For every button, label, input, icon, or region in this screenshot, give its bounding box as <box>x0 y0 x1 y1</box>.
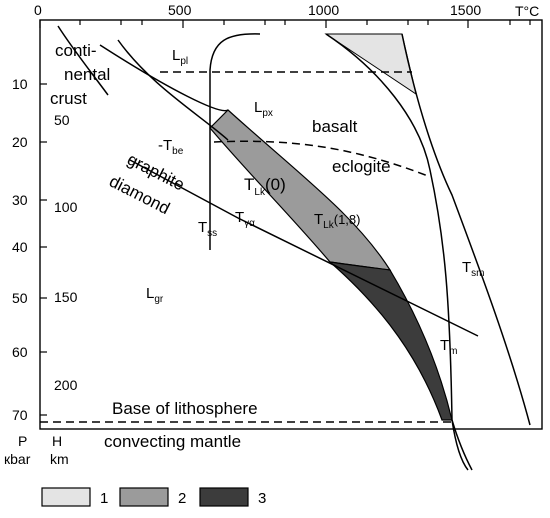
region-2-medium <box>209 109 392 271</box>
legend-label-1: 1 <box>100 490 108 507</box>
tick-0: 0 <box>34 2 42 18</box>
tick-1500: 1500 <box>450 2 481 18</box>
legend-label-2: 2 <box>178 490 186 507</box>
label-crust-3: crust <box>50 89 87 108</box>
h-tick-50: 50 <box>54 112 70 128</box>
p-label: P <box>18 433 27 449</box>
legend-swatch-1 <box>41 487 91 507</box>
label-crust-2: nental <box>64 65 110 84</box>
tick-1000: 1000 <box>308 2 339 18</box>
h-label: H <box>52 433 62 449</box>
symbol-l-pl: Lpl <box>172 47 188 67</box>
symbol-t-ya: Tγα <box>235 209 255 229</box>
phase-curves <box>57 25 531 471</box>
p-tick-60: 60 <box>12 344 28 360</box>
curve-eclogite-solid <box>117 39 229 141</box>
label-base-lithosphere: Base of lithosphere <box>112 399 258 418</box>
dashed-lines <box>40 71 452 423</box>
h-tick-150: 150 <box>54 289 78 305</box>
symbol-t-lk-18: TLk(1,8) <box>314 211 360 231</box>
symbol-t-m: Tm <box>440 337 458 357</box>
curve-l-pl <box>209 33 261 250</box>
region-3-dark <box>328 261 453 421</box>
legend-label-3: 3 <box>258 490 266 507</box>
crust-boundary-line <box>57 25 109 96</box>
label-crust-1: conti- <box>55 41 97 60</box>
tick-500: 500 <box>168 2 192 18</box>
t-unit: T°C <box>515 3 539 19</box>
h-unit: km <box>50 451 69 467</box>
left-ticks <box>40 83 47 416</box>
p-tick-10: 10 <box>12 76 28 92</box>
curve-tsm <box>401 33 531 426</box>
h-tick-200: 200 <box>54 377 78 393</box>
curve-tm <box>325 33 469 471</box>
p-unit: кbar <box>4 451 31 467</box>
curve-graphite-diamond <box>129 159 479 337</box>
p-tick-50: 50 <box>12 290 28 306</box>
symbol-l-px: Lpx <box>254 99 273 119</box>
curve-tlk-0 <box>99 44 229 112</box>
p-tick-40: 40 <box>12 239 28 255</box>
label-convecting-mantle: convecting mantle <box>104 432 241 451</box>
curve-tm-lower <box>451 419 473 471</box>
symbol-t-sm: Tsm <box>462 259 485 279</box>
label-eclogite: eclogite <box>332 157 391 176</box>
symbol-l-gr: Lgr <box>146 285 164 305</box>
top-ticks <box>39 20 531 28</box>
legend-swatch-3 <box>199 487 249 507</box>
dashed-basalt-eclogite <box>213 140 429 177</box>
p-tick-30: 30 <box>12 192 28 208</box>
plot-frame <box>39 19 543 430</box>
p-tick-70: 70 <box>12 407 28 423</box>
label-basalt: basalt <box>312 117 358 136</box>
symbol-t-be: -Tbe <box>158 137 184 157</box>
symbol-t-ss: Tss <box>198 219 217 239</box>
p-tick-20: 20 <box>12 134 28 150</box>
legend-swatch-2 <box>119 487 169 507</box>
legend: 1 2 3 <box>41 487 266 507</box>
h-tick-100: 100 <box>54 199 78 215</box>
symbol-t-lk-0: TLk(0) <box>244 175 286 198</box>
